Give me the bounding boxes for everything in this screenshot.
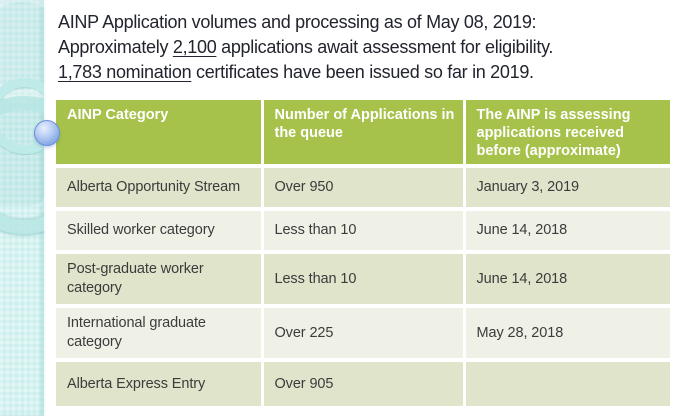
title-line-3: 1,783 nomination certificates have been … [58,60,553,85]
table-row: Post-graduate worker category Less than … [56,252,670,308]
title-text: AINP Application volumes and processing … [58,12,537,32]
col-header-queue: Number of Applications in the queue [262,100,466,168]
title-line-1: AINP Application volumes and processing … [58,10,553,35]
cell-queue: Less than 10 [262,252,466,308]
ainp-status-table: AINP Category Number of Applications in … [56,100,670,406]
cell-category: Skilled worker category [56,209,264,254]
cell-queue: Less than 10 [262,209,466,254]
title-line-2: Approximately 2,100 applications await a… [58,35,553,60]
cell-queue: Over 950 [262,166,466,211]
cell-queue: Over 905 [262,360,466,406]
bubble-ring-icon [0,96,46,234]
cell-category: Alberta Express Entry [56,360,264,406]
cell-before [464,360,670,406]
table-row: Alberta Opportunity Stream Over 950 Janu… [56,166,670,211]
col-header-assessing-before: The AINP is assessing applications recei… [464,100,670,168]
title-text: Approximately [58,37,173,57]
title-text: applications await assessment for eligib… [216,37,554,57]
underlined-figure: 2,100 [172,37,217,57]
underlined-figure: 1,783 nomination [58,62,192,82]
slide-title: AINP Application volumes and processing … [58,10,553,85]
cell-queue: Over 225 [262,306,466,362]
cell-before: January 3, 2019 [464,166,670,211]
table-row: Alberta Express Entry Over 905 [56,360,670,406]
col-header-category: AINP Category [56,100,264,168]
cell-category: Post-graduate worker category [56,252,264,308]
sphere-bullet-icon [34,120,60,146]
cell-category: International graduate category [56,306,264,362]
cell-before: May 28, 2018 [464,306,670,362]
decorative-sidebar [0,0,46,416]
cell-before: June 14, 2018 [464,209,670,254]
cell-category: Alberta Opportunity Stream [56,166,264,211]
cell-before: June 14, 2018 [464,252,670,308]
table-row: International graduate category Over 225… [56,306,670,362]
title-text: certificates have been issued so far in … [191,62,534,82]
table-row: Skilled worker category Less than 10 Jun… [56,209,670,254]
table-header-row: AINP Category Number of Applications in … [56,100,670,168]
